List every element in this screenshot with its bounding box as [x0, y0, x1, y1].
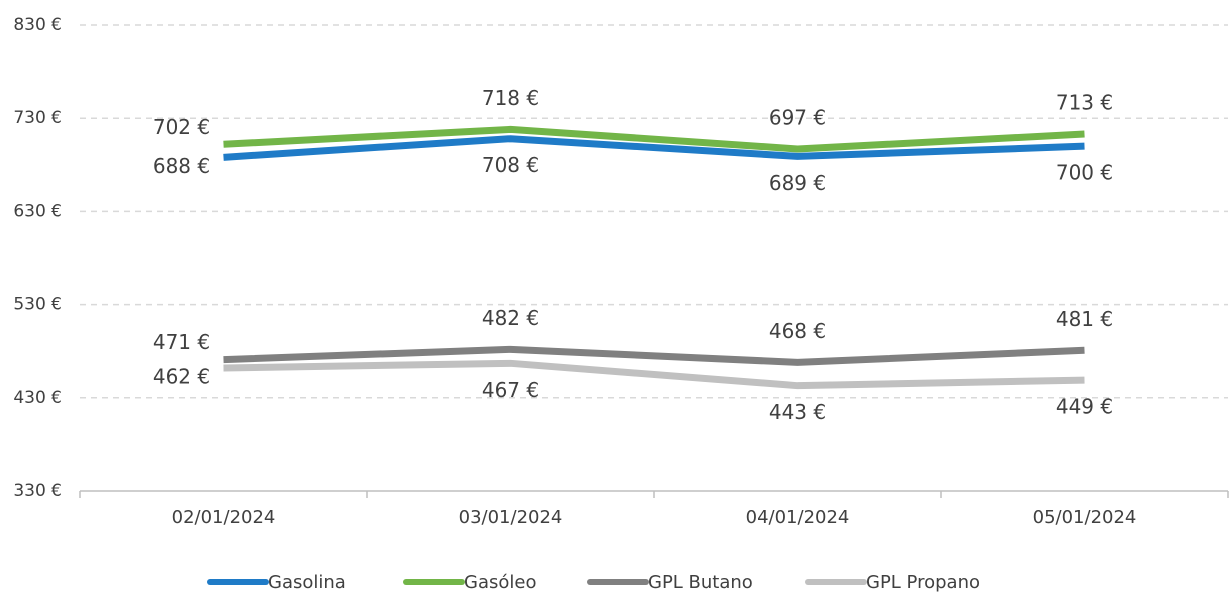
y-tick-label: 330 € — [13, 481, 62, 501]
y-tick-label: 830 € — [13, 15, 62, 35]
y-tick-label: 730 € — [13, 108, 62, 128]
series-line — [223, 359, 1085, 390]
data-label: 688 € — [153, 154, 210, 178]
y-tick-label: 530 € — [13, 295, 62, 315]
x-tick-label: 02/01/2024 — [172, 507, 276, 528]
legend-label: Gasóleo — [464, 572, 536, 593]
legend-label: GPL Propano — [866, 572, 980, 593]
data-label: 467 € — [482, 378, 539, 402]
data-label: 689 € — [769, 171, 826, 195]
x-axis-ticks — [79, 491, 1229, 498]
legend-label: GPL Butano — [648, 572, 753, 593]
series-line — [223, 345, 1085, 366]
data-label: 713 € — [1056, 91, 1113, 115]
data-label: 449 € — [1056, 395, 1113, 419]
y-tick-label: 630 € — [13, 201, 62, 221]
data-label: 700 € — [1056, 161, 1113, 185]
data-label: 471 € — [153, 330, 210, 354]
y-tick-label: 430 € — [13, 388, 62, 408]
data-label: 443 € — [769, 400, 826, 424]
series-line — [223, 135, 1085, 161]
data-label: 708 € — [482, 153, 539, 177]
data-label: 482 € — [482, 306, 539, 330]
data-label: 697 € — [769, 105, 826, 129]
data-label: 468 € — [769, 319, 826, 343]
data-label: 481 € — [1056, 307, 1113, 331]
x-tick-label: 04/01/2024 — [746, 507, 850, 528]
series-line — [223, 125, 1085, 153]
legend-label: Gasolina — [268, 572, 346, 593]
x-tick-label: 05/01/2024 — [1033, 507, 1137, 528]
data-label: 718 € — [482, 86, 539, 110]
x-tick-label: 03/01/2024 — [459, 507, 563, 528]
data-label: 462 € — [153, 364, 210, 388]
data-label: 702 € — [153, 115, 210, 139]
